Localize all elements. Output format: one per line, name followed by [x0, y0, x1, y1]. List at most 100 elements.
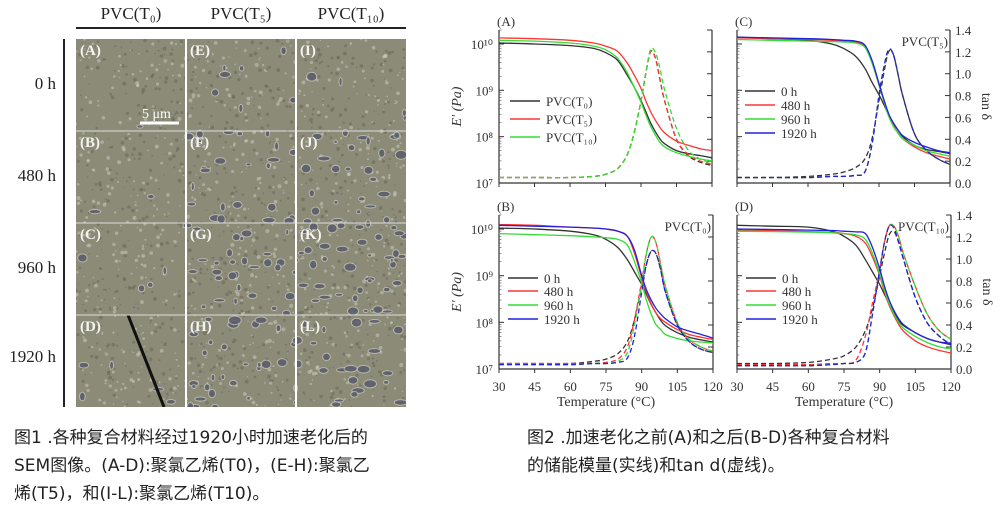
- sem-texture-grain: [362, 279, 366, 284]
- sem-pit: [312, 133, 322, 140]
- sem-texture-grain: [312, 169, 314, 171]
- sem-texture-grain: [192, 291, 195, 294]
- sem-texture-grain: [211, 59, 215, 64]
- sem-texture-grain: [265, 46, 270, 50]
- sem-texture-grain: [244, 116, 249, 121]
- sem-texture-grain: [282, 189, 285, 192]
- sem-texture-grain: [371, 123, 373, 125]
- sem-texture-grain: [326, 104, 330, 108]
- sem-texture-grain: [151, 154, 154, 157]
- sem-pit: [227, 249, 233, 257]
- sem-texture-grain: [206, 268, 209, 271]
- sem-texture-grain: [79, 153, 83, 157]
- sem-texture-grain: [385, 277, 389, 280]
- sem-texture-grain: [154, 136, 157, 139]
- sem-texture-grain: [215, 99, 218, 103]
- sem-texture-grain: [104, 379, 108, 382]
- sem-texture-grain: [106, 199, 110, 203]
- sem-texture-grain: [233, 70, 238, 75]
- sem-pit: [367, 279, 372, 283]
- sem-texture-grain: [165, 241, 170, 245]
- sem-texture-grain: [400, 272, 403, 275]
- sem-texture-grain: [114, 45, 117, 48]
- sem-texture-grain: [91, 199, 96, 204]
- sem-pit: [356, 210, 361, 214]
- sem-texture-grain: [112, 242, 116, 247]
- sem-texture-grain: [366, 296, 370, 300]
- sem-texture-grain: [387, 164, 390, 167]
- sem-texture-grain: [326, 306, 328, 309]
- sem-texture-grain: [95, 126, 99, 130]
- sem-texture-grain: [143, 39, 147, 43]
- sem-panel: (A): [76, 39, 188, 131]
- sem-texture-grain: [160, 264, 164, 268]
- sem-texture-grain: [99, 238, 101, 241]
- sem-texture-grain: [355, 66, 358, 69]
- sem-pit: [241, 230, 252, 237]
- sem-texture-grain: [91, 42, 95, 46]
- sem-pit: [303, 219, 312, 224]
- sem-texture-grain: [383, 180, 388, 184]
- sem-texture-grain: [198, 186, 200, 189]
- sem-texture-grain: [86, 164, 89, 167]
- sem-texture-grain: [82, 132, 85, 135]
- x-tick-label: 120: [703, 379, 723, 394]
- sem-texture-grain: [250, 40, 255, 44]
- legend-label: 960 h: [782, 298, 812, 313]
- sem-texture-grain: [219, 256, 224, 261]
- sem-texture-grain: [287, 224, 289, 226]
- sem-texture-grain: [349, 43, 352, 45]
- sem-texture-grain: [359, 39, 363, 41]
- sem-texture-grain: [336, 55, 340, 59]
- sem-texture-grain: [77, 53, 82, 57]
- sem-texture-grain: [265, 213, 268, 215]
- sem-panel-label: (B): [80, 135, 100, 151]
- sem-texture-grain: [225, 87, 229, 92]
- sem-texture-grain: [237, 77, 241, 82]
- sem-texture-grain: [399, 242, 403, 246]
- sem-texture-grain: [110, 95, 115, 100]
- sem-texture-grain: [303, 94, 306, 97]
- sem-texture-grain: [340, 61, 344, 64]
- sem-texture-grain: [233, 142, 236, 145]
- sem-texture-grain: [109, 308, 112, 311]
- sem-texture-grain: [203, 193, 207, 197]
- sem-texture-grain: [358, 147, 362, 152]
- sem-pit: [370, 177, 377, 182]
- sem-texture-grain: [343, 108, 348, 112]
- sem-texture-grain: [84, 48, 86, 50]
- sem-pit: [383, 287, 390, 292]
- sem-texture-grain: [93, 227, 97, 230]
- sem-texture-grain: [151, 290, 154, 294]
- sem-texture-grain: [217, 99, 219, 101]
- sem-texture-grain: [288, 105, 292, 109]
- sem-texture-grain: [330, 136, 333, 139]
- sem-texture-grain: [275, 233, 279, 238]
- sem-texture-grain: [343, 44, 347, 48]
- sem-image-grid: (A) (E) (I)(B) (F) (J)(C) (G) (K)(D) (H) (L)5 μm: [76, 39, 406, 407]
- sem-texture-grain: [291, 173, 293, 176]
- sem-pit: [188, 270, 197, 274]
- sem-texture-grain: [300, 225, 304, 229]
- sem-texture-grain: [164, 76, 169, 80]
- sem-texture-grain: [141, 217, 146, 221]
- sem-pit: [271, 306, 277, 310]
- sem-texture-grain: [253, 231, 256, 234]
- sem-texture-grain: [149, 168, 153, 172]
- sem-texture-grain: [241, 193, 245, 196]
- sem-texture-grain: [318, 52, 322, 57]
- sem-texture-grain: [344, 220, 347, 223]
- sem-texture-grain: [286, 39, 290, 42]
- sem-texture-grain: [253, 194, 257, 198]
- sem-texture-grain: [381, 55, 385, 59]
- sem-texture-grain: [300, 110, 303, 112]
- x-tick-label: 45: [766, 379, 779, 394]
- sem-pit: [357, 239, 367, 245]
- sem-texture-grain: [244, 74, 248, 78]
- sem-texture-grain: [260, 260, 264, 264]
- sem-texture-grain: [366, 212, 371, 216]
- sem-texture-grain: [248, 284, 252, 287]
- sem-texture-grain: [148, 388, 153, 392]
- sem-texture-grain: [384, 103, 386, 105]
- sem-pit: [357, 135, 369, 140]
